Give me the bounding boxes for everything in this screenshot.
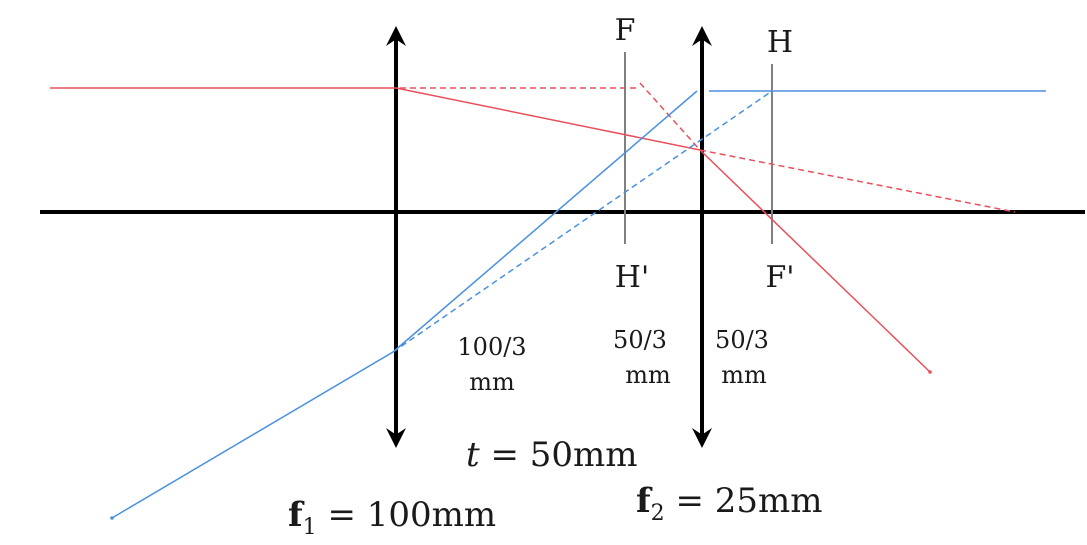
distance-value-2: 50/3 xyxy=(613,326,667,354)
distance-unit-2: mm xyxy=(625,361,671,389)
distance-unit-1: mm xyxy=(469,368,515,396)
lens-1-focal-label: f1 = 100mm xyxy=(288,495,496,540)
label-F-prime: F' xyxy=(765,260,794,295)
lens-1-focal-value: = 100mm xyxy=(317,495,496,535)
red-ray-after-lens2 xyxy=(699,149,931,373)
lens-2-focal-value: = 25mm xyxy=(665,481,823,521)
lens-2-symbol: f xyxy=(636,481,653,521)
lens-2-subscript: 2 xyxy=(651,501,665,526)
red-ray-endpoint xyxy=(928,370,932,374)
separation-symbol: t xyxy=(466,435,480,475)
label-H-prime: H' xyxy=(615,260,649,295)
distance-value-3: 50/3 xyxy=(715,326,769,354)
lens-2-focal-label: f2 = 25mm xyxy=(636,481,823,526)
blue-ray-after-lens1 xyxy=(392,90,698,353)
label-H: H xyxy=(767,25,793,60)
distance-unit-3: mm xyxy=(721,361,767,389)
red-ray-backtrace xyxy=(639,82,701,151)
blue-ray-extension xyxy=(392,90,773,353)
blue-ray-incoming xyxy=(111,351,394,519)
red-ray-after-lens1 xyxy=(395,87,701,151)
label-F: F xyxy=(615,13,636,48)
blue-ray-endpoint xyxy=(110,516,114,520)
lens-1-symbol: f xyxy=(288,495,305,535)
lens-1-subscript: 1 xyxy=(303,515,317,540)
distance-value-1: 100/3 xyxy=(457,333,526,361)
separation-label: t = 50mm xyxy=(466,435,638,475)
separation-value: = 50mm xyxy=(480,435,638,475)
red-ray-extension-to-axis xyxy=(699,149,1016,213)
